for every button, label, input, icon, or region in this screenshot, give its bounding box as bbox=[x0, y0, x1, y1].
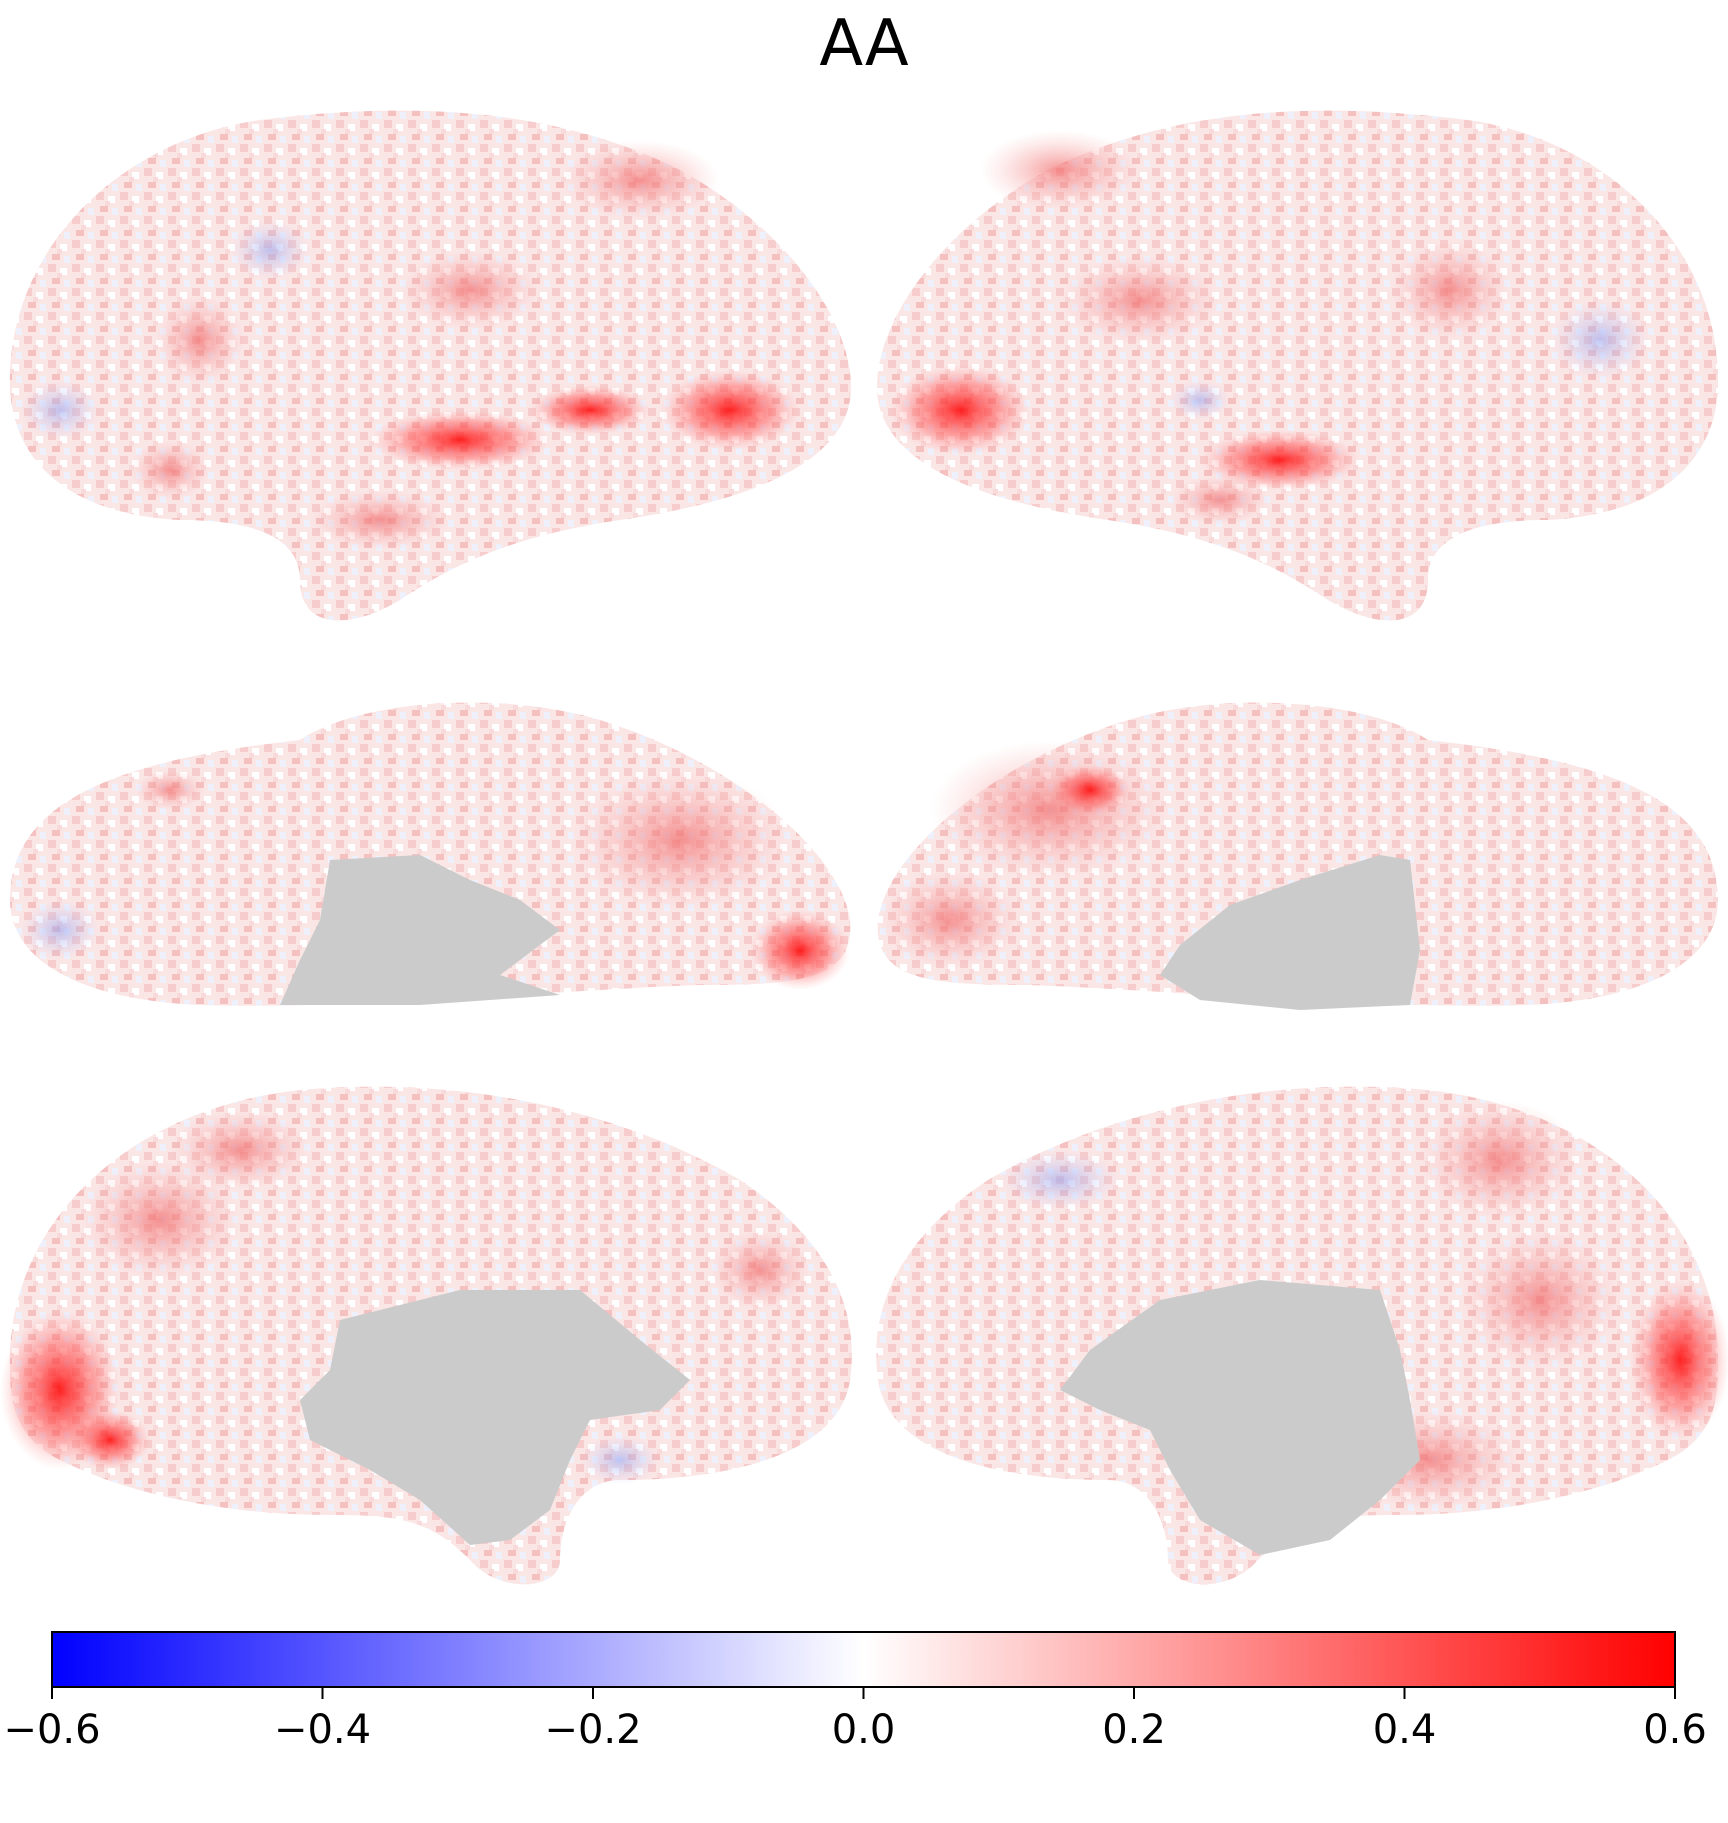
right-lateral-view bbox=[877, 110, 1719, 621]
colorbar-tick-label: 0.0 bbox=[832, 1707, 896, 1753]
brain-surface-views bbox=[0, 110, 1728, 1585]
colorbar-tick-label: 0.6 bbox=[1643, 1707, 1707, 1753]
colorbar-gradient bbox=[51, 1631, 1676, 1688]
colorbar-tick-label: −0.2 bbox=[544, 1707, 641, 1753]
left-lateral-view bbox=[9, 110, 851, 621]
left-medial-view bbox=[0, 1086, 852, 1585]
medial-wall bbox=[300, 1290, 690, 1545]
medial-wall bbox=[280, 855, 560, 1005]
left-ventral-view bbox=[10, 702, 851, 1006]
right-medial-view bbox=[876, 1086, 1728, 1585]
colorbar-tick-label: 0.2 bbox=[1102, 1707, 1166, 1753]
figure-title: AA bbox=[819, 7, 909, 81]
colorbar-ticks: −0.6 −0.4 −0.2 0.0 0.2 0.4 0.6 bbox=[3, 1687, 1707, 1753]
colorbar-tick-label: −0.6 bbox=[3, 1707, 100, 1753]
colorbar-tick-label: 0.4 bbox=[1373, 1707, 1437, 1753]
medial-wall bbox=[1060, 1280, 1420, 1555]
colorbar-tick-label: −0.4 bbox=[274, 1707, 371, 1753]
medial-wall bbox=[1160, 855, 1420, 1010]
right-ventral-view bbox=[877, 702, 1718, 1010]
